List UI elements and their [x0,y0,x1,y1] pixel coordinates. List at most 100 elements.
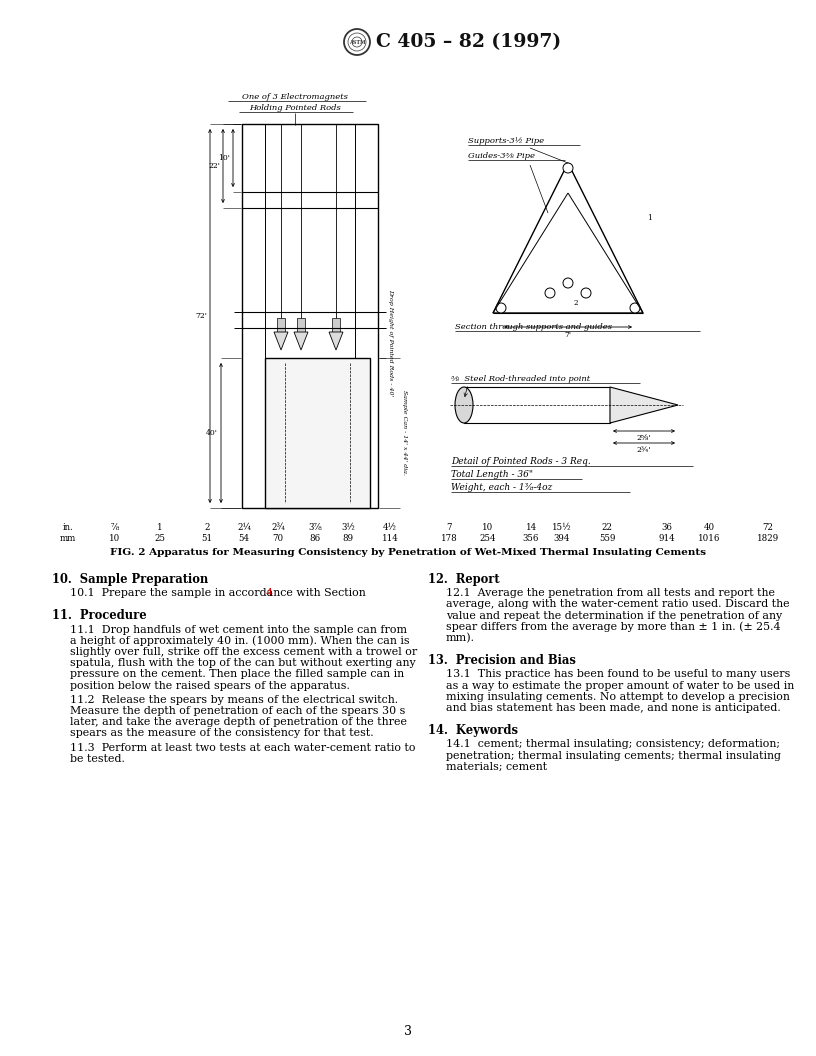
Text: 2¼: 2¼ [237,523,251,532]
Text: spatula, flush with the top of the can but without exerting any: spatula, flush with the top of the can b… [70,658,415,668]
Text: 2: 2 [204,523,210,532]
Text: FIG. 2 Apparatus for Measuring Consistency by Penetration of Wet-Mixed Thermal I: FIG. 2 Apparatus for Measuring Consisten… [110,548,706,557]
Text: 1829: 1829 [757,534,779,543]
Text: 356: 356 [523,534,539,543]
Text: 51: 51 [202,534,212,543]
Bar [297,318,305,332]
Text: 3½: 3½ [341,523,355,532]
Text: .: . [269,588,273,598]
Ellipse shape [455,386,473,423]
Text: Detail of Pointed Rods - 3 Req.: Detail of Pointed Rods - 3 Req. [451,457,591,466]
Polygon shape [274,332,288,350]
Text: in.: in. [63,523,73,532]
Text: mm).: mm). [446,633,475,643]
Text: 10: 10 [109,534,121,543]
Text: Guides-3⅜ Pipe: Guides-3⅜ Pipe [468,152,535,161]
Text: 22': 22' [208,162,220,170]
Bar [265,124,355,508]
Text: 7: 7 [446,523,452,532]
Polygon shape [329,332,343,350]
Text: and bias statement has been made, and none is anticipated.: and bias statement has been made, and no… [446,703,781,713]
Text: Total Length - 36": Total Length - 36" [451,470,533,479]
Text: 254: 254 [480,534,496,543]
Text: Weight, each - 1⅜-4oz: Weight, each - 1⅜-4oz [451,483,552,492]
Text: 1: 1 [647,214,652,222]
Text: 7': 7' [565,331,571,339]
Text: 14: 14 [526,523,537,532]
Text: 10: 10 [482,523,494,532]
Text: Section through supports and guides: Section through supports and guides [455,323,612,331]
Text: 25: 25 [154,534,166,543]
Text: value and repeat the determination if the penetration of any: value and repeat the determination if th… [446,610,783,621]
Text: 14.  Keywords: 14. Keywords [428,724,518,737]
Text: 2⅝': 2⅝' [636,434,651,442]
Circle shape [581,288,591,298]
Text: 10': 10' [218,154,230,162]
Text: 2: 2 [573,299,578,307]
Text: 1016: 1016 [698,534,721,543]
Text: 914: 914 [659,534,676,543]
Text: 89: 89 [343,534,353,543]
Text: 178: 178 [441,534,458,543]
Text: C 405 – 82 (1997): C 405 – 82 (1997) [376,33,561,51]
Circle shape [630,303,640,313]
Text: 2¾': 2¾' [636,446,651,454]
Text: 11.  Procedure: 11. Procedure [52,609,147,622]
Circle shape [563,163,573,173]
Text: position below the raised spears of the apparatus.: position below the raised spears of the … [70,681,350,691]
Text: 2¾: 2¾ [271,523,285,532]
Text: 36: 36 [662,523,672,532]
Text: penetration; thermal insulating cements; thermal insulating: penetration; thermal insulating cements;… [446,751,781,760]
Text: ⅜  Steel Rod-threaded into point: ⅜ Steel Rod-threaded into point [451,375,590,383]
Text: spear differs from the average by more than ± 1 in. (± 25.4: spear differs from the average by more t… [446,622,781,633]
Bar [277,318,285,332]
Text: Supports-3½ Pipe: Supports-3½ Pipe [468,137,544,145]
Text: as a way to estimate the proper amount of water to be used in: as a way to estimate the proper amount o… [446,681,794,691]
Text: 13.  Precision and Bias: 13. Precision and Bias [428,655,576,667]
Text: 10.1  Prepare the sample in accordance with Section: 10.1 Prepare the sample in accordance wi… [70,588,370,598]
Text: 40: 40 [703,523,715,532]
Text: 14.1  cement; thermal insulating; consistency; deformation;: 14.1 cement; thermal insulating; consist… [446,739,780,750]
Text: 72': 72' [195,312,207,320]
Text: Drop Height of Pointed Rods - 40': Drop Height of Pointed Rods - 40' [388,289,393,397]
Text: be tested.: be tested. [70,754,125,763]
Text: 70: 70 [273,534,284,543]
Text: Measure the depth of penetration of each of the spears 30 s: Measure the depth of penetration of each… [70,706,406,716]
Text: spears as the measure of the consistency for that test.: spears as the measure of the consistency… [70,729,374,738]
Text: 394: 394 [554,534,570,543]
Text: 1: 1 [157,523,163,532]
Text: later, and take the average depth of penetration of the three: later, and take the average depth of pen… [70,717,407,728]
Text: Sample Can - 14' x 44' dia.: Sample Can - 14' x 44' dia. [402,391,407,475]
Text: 12.1  Average the penetration from all tests and report the: 12.1 Average the penetration from all te… [446,588,775,598]
Text: ASTM: ASTM [348,40,366,45]
Bar [265,358,370,508]
Text: 72: 72 [762,523,774,532]
Circle shape [563,278,573,288]
Text: 11.2  Release the spears by means of the electrical switch.: 11.2 Release the spears by means of the … [70,695,398,704]
Text: ⅞: ⅞ [111,523,119,532]
Circle shape [496,303,506,313]
Text: 15½: 15½ [552,523,572,532]
Text: One of 3 Electromagnets: One of 3 Electromagnets [242,93,348,101]
Polygon shape [610,386,678,423]
Text: 114: 114 [382,534,398,543]
Text: 11.1  Drop handfuls of wet cement into the sample can from: 11.1 Drop handfuls of wet cement into th… [70,624,407,635]
Text: a height of approximately 40 in. (1000 mm). When the can is: a height of approximately 40 in. (1000 m… [70,636,410,646]
Text: 54: 54 [238,534,250,543]
Bar [332,318,340,332]
Bar [242,124,378,508]
Text: 559: 559 [599,534,615,543]
Text: 11.3  Perform at least two tests at each water-cement ratio to: 11.3 Perform at least two tests at each … [70,742,415,753]
Text: mixing insulating cements. No attempt to develop a precision: mixing insulating cements. No attempt to… [446,692,790,702]
Text: 4: 4 [265,588,273,598]
Text: pressure on the cement. Then place the filled sample can in: pressure on the cement. Then place the f… [70,670,404,679]
Text: 86: 86 [309,534,321,543]
Text: 13.1  This practice has been found to be useful to many users: 13.1 This practice has been found to be … [446,670,791,679]
Text: mm: mm [60,534,76,543]
Polygon shape [294,332,308,350]
Text: 12.  Report: 12. Report [428,573,499,586]
Text: 40': 40' [206,429,218,437]
Text: 10.  Sample Preparation: 10. Sample Preparation [52,573,208,586]
Text: materials; cement: materials; cement [446,761,547,772]
Text: 4½: 4½ [383,523,397,532]
